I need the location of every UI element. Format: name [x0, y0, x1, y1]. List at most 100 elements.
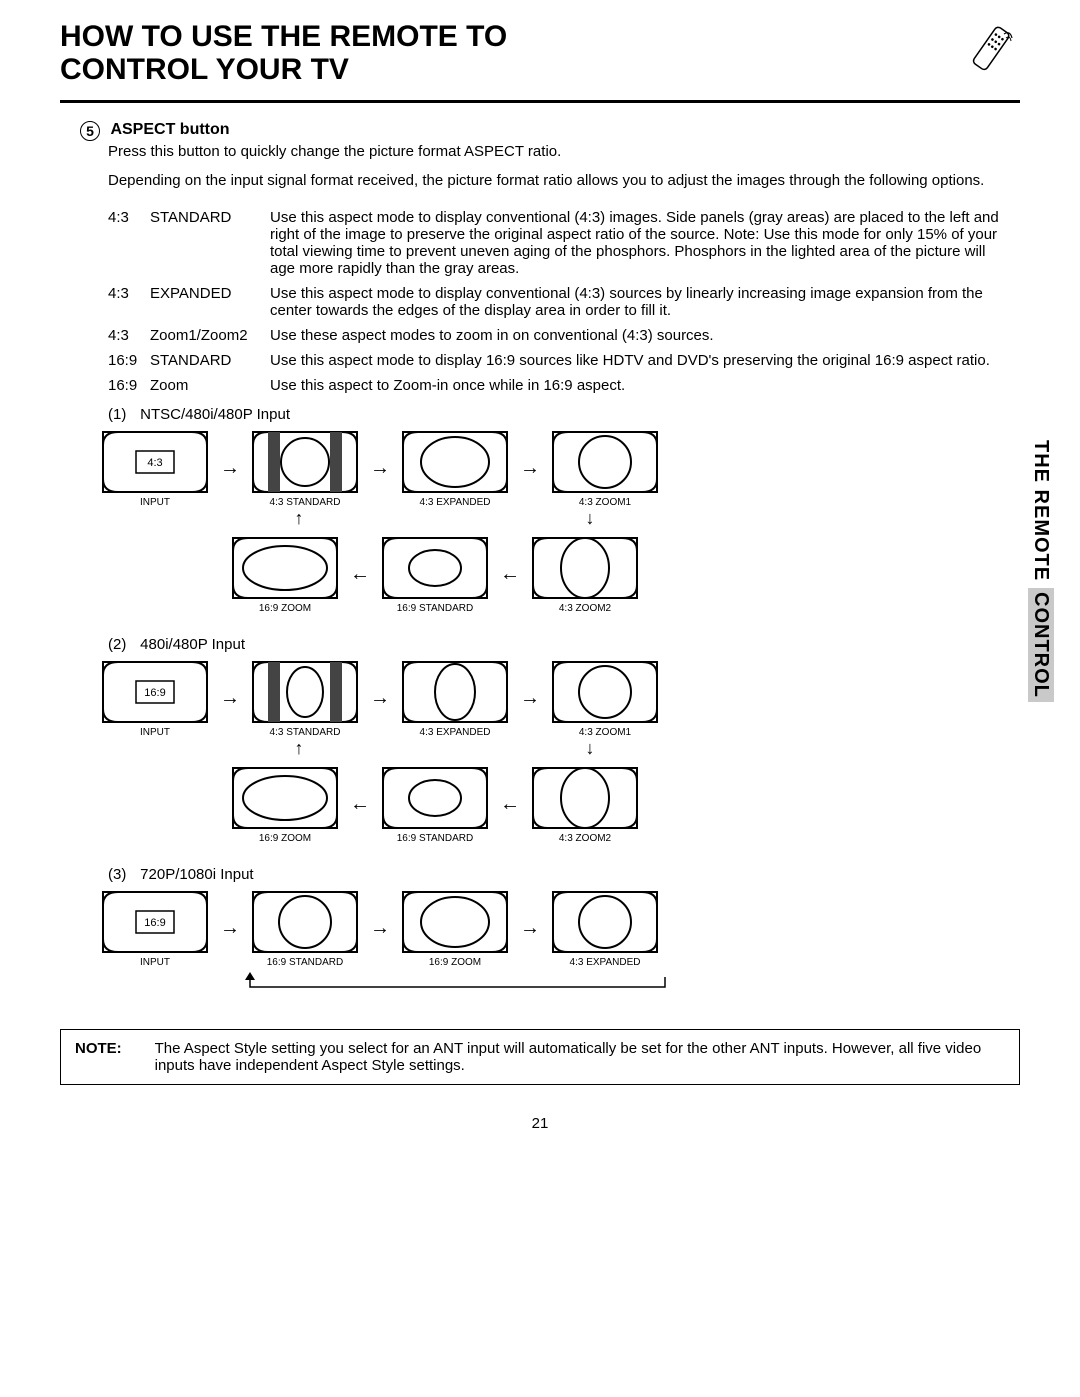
section-header: 5 ASPECT button	[80, 121, 1020, 141]
aspect-name: STANDARD	[150, 348, 270, 373]
screen-diagram: 4:3 EXPANDED	[550, 889, 660, 968]
vert-arrow-row: ↑↓	[230, 508, 1020, 529]
section-heading: ASPECT button	[110, 121, 229, 138]
svg-text:16:9: 16:9	[144, 917, 165, 929]
diagram-label: (2) 480i/480P Input	[108, 636, 1020, 653]
screen-diagram: 4:3 STANDARD	[250, 659, 360, 738]
aspect-desc: Use this aspect mode to display conventi…	[270, 205, 1020, 281]
screen-diagram: 4:3 ZOOM2	[530, 535, 640, 614]
flow-arrow-icon: →	[518, 688, 542, 708]
screen-diagram: 16:9 INPUT	[100, 659, 210, 738]
flow-row: 4:3 INPUT → 4:3 STANDARD → 4:3 EXPANDED → 4:3 Z…	[100, 429, 1020, 508]
side-tab-plain: THE REMOTE	[1030, 440, 1052, 588]
screen-caption: 16:9 ZOOM	[400, 957, 510, 968]
aspect-row: 16:9STANDARDUse this aspect mode to disp…	[108, 348, 1020, 373]
header-rule	[60, 100, 1020, 103]
flow-arrow-icon: →	[218, 688, 242, 708]
aspect-name: Zoom1/Zoom2	[150, 323, 270, 348]
screen-caption: 16:9 STANDARD	[250, 957, 360, 968]
aspect-row: 4:3Zoom1/Zoom2Use these aspect modes to …	[108, 323, 1020, 348]
flow-row: 16:9 INPUT → 16:9 STANDARD → 16:9 ZOOM → 4:3 EX…	[100, 889, 1020, 968]
screen-diagram: 4:3 INPUT	[100, 429, 210, 508]
screen-caption: 16:9 ZOOM	[230, 603, 340, 614]
diagram-label: (1) NTSC/480i/480P Input	[108, 406, 1020, 423]
diagram-group: (3) 720P/1080i Input 16:9 INPUT → 16:9 STAND…	[100, 866, 1020, 999]
screen-diagram: 16:9 INPUT	[100, 889, 210, 968]
flow-arrow-icon: →	[368, 458, 392, 478]
screen-caption: 4:3 EXPANDED	[400, 497, 510, 508]
screen-caption: 4:3 STANDARD	[250, 497, 360, 508]
flow-arrow-icon: →	[218, 918, 242, 938]
screen-caption: INPUT	[100, 957, 210, 968]
flow-arrow-icon: ←	[348, 794, 372, 814]
screen-diagram: 4:3 EXPANDED	[400, 659, 510, 738]
page-title: HOW TO USE THE REMOTE TO CONTROL YOUR TV	[60, 20, 507, 86]
screen-diagram: 16:9 ZOOM	[230, 535, 340, 614]
side-tab: THE REMOTE CONTROL	[1029, 440, 1052, 702]
intro-text-1: Press this button to quickly change the …	[108, 143, 1020, 162]
aspect-row: 4:3EXPANDEDUse this aspect mode to displ…	[108, 281, 1020, 323]
aspect-ratio: 4:3	[108, 281, 150, 323]
vert-arrow-row: ↑↓	[230, 738, 1020, 759]
aspect-name: Zoom	[150, 373, 270, 398]
screen-caption: 4:3 ZOOM2	[530, 833, 640, 844]
aspect-row: 16:9ZoomUse this aspect to Zoom-in once …	[108, 373, 1020, 398]
flow-arrow-icon: ←	[498, 794, 522, 814]
aspect-ratio: 16:9	[108, 348, 150, 373]
aspect-desc: Use this aspect mode to display 16:9 sou…	[270, 348, 1020, 373]
screen-caption: 16:9 ZOOM	[230, 833, 340, 844]
page-number: 21	[60, 1115, 1020, 1132]
diagram-label: (3) 720P/1080i Input	[108, 866, 1020, 883]
title-line-2: CONTROL YOUR TV	[60, 53, 349, 86]
flow-arrow-icon: →	[218, 458, 242, 478]
flow-row: 16:9 ZOOM ← 16:9 STANDARD ← 4:3 ZOOM2	[230, 535, 1020, 614]
screen-caption: 4:3 ZOOM1	[550, 727, 660, 738]
screen-diagram: 16:9 ZOOM	[400, 889, 510, 968]
screen-caption: 4:3 ZOOM1	[550, 497, 660, 508]
flow-arrow-icon: ←	[498, 564, 522, 584]
aspect-desc: Use this aspect mode to display conventi…	[270, 281, 1020, 323]
screen-caption: INPUT	[100, 497, 210, 508]
flow-row: 16:9 INPUT → 4:3 STANDARD → 4:3 EXPANDED → 4:3 …	[100, 659, 1020, 738]
aspect-name: STANDARD	[150, 205, 270, 281]
aspect-ratio: 4:3	[108, 205, 150, 281]
screen-caption: 4:3 EXPANDED	[550, 957, 660, 968]
screen-diagram: 4:3 EXPANDED	[400, 429, 510, 508]
screen-diagram: 16:9 STANDARD	[250, 889, 360, 968]
note-box: NOTE: The Aspect Style setting you selec…	[60, 1029, 1020, 1085]
side-tab-shaded: CONTROL	[1028, 588, 1054, 702]
screen-diagram: 4:3 STANDARD	[250, 429, 360, 508]
svg-text:4:3: 4:3	[147, 457, 162, 469]
screen-diagram: 4:3 ZOOM2	[530, 765, 640, 844]
screen-diagram: 16:9 STANDARD	[380, 535, 490, 614]
aspect-desc: Use this aspect to Zoom-in once while in…	[270, 373, 1020, 398]
aspect-row: 4:3STANDARDUse this aspect mode to displ…	[108, 205, 1020, 281]
aspect-table: 4:3STANDARDUse this aspect mode to displ…	[108, 205, 1020, 398]
flow-arrow-icon: →	[368, 688, 392, 708]
note-text: The Aspect Style setting you select for …	[155, 1040, 1005, 1074]
screen-diagram: 4:3 ZOOM1	[550, 659, 660, 738]
screen-diagram: 4:3 ZOOM1	[550, 429, 660, 508]
screen-caption: 4:3 EXPANDED	[400, 727, 510, 738]
aspect-name: EXPANDED	[150, 281, 270, 323]
title-line-1: HOW TO USE THE REMOTE TO	[60, 20, 507, 53]
flow-arrow-icon: →	[368, 918, 392, 938]
svg-text:16:9: 16:9	[144, 687, 165, 699]
aspect-ratio: 16:9	[108, 373, 150, 398]
flow-arrow-icon: →	[518, 458, 542, 478]
diagram-group: (2) 480i/480P Input 16:9 INPUT → 4:3 STANDAR…	[100, 636, 1020, 844]
screen-caption: INPUT	[100, 727, 210, 738]
loop-back	[245, 972, 1020, 999]
flow-row: 16:9 ZOOM ← 16:9 STANDARD ← 4:3 ZOOM2	[230, 765, 1020, 844]
flow-arrow-icon: ←	[348, 564, 372, 584]
screen-diagram: 16:9 ZOOM	[230, 765, 340, 844]
aspect-desc: Use these aspect modes to zoom in on con…	[270, 323, 1020, 348]
section-number: 5	[80, 121, 100, 141]
screen-caption: 4:3 STANDARD	[250, 727, 360, 738]
flow-arrow-icon: →	[518, 918, 542, 938]
screen-caption: 16:9 STANDARD	[380, 833, 490, 844]
diagram-group: (1) NTSC/480i/480P Input 4:3 INPUT → 4:3 STA…	[100, 406, 1020, 614]
screen-caption: 4:3 ZOOM2	[530, 603, 640, 614]
note-label: NOTE:	[75, 1040, 135, 1074]
intro-text-2: Depending on the input signal format rec…	[108, 172, 1020, 191]
